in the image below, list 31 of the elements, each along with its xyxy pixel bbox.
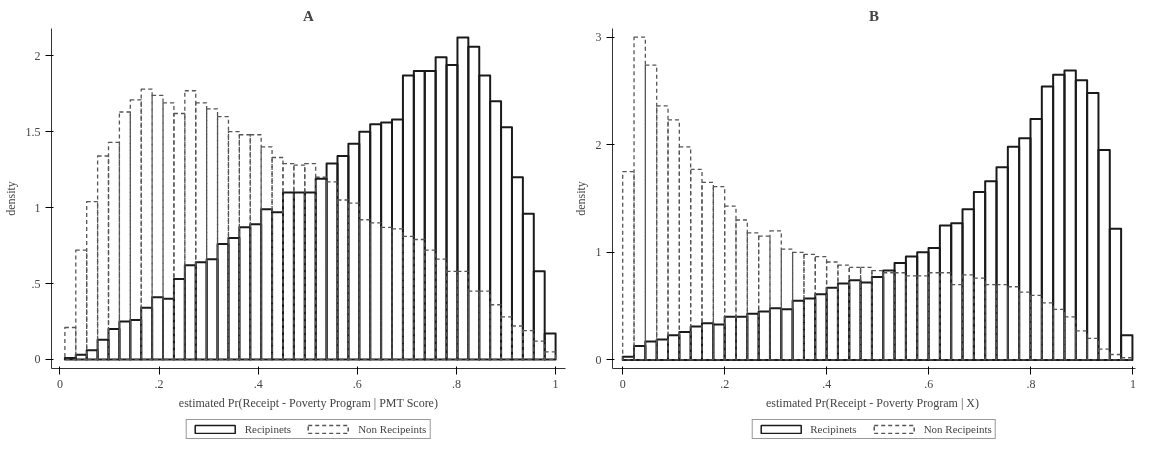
y-tick-label: 0 xyxy=(34,352,41,367)
x-tick-label: 0 xyxy=(56,376,63,391)
legend-label: Non Recipeints xyxy=(358,423,427,435)
x-tick-label: 0 xyxy=(619,376,626,391)
legend-label: Recipinets xyxy=(244,423,292,435)
x-tick-label: .4 xyxy=(822,376,832,391)
x-tick-label: .6 xyxy=(352,376,362,391)
y-tick-label: 2 xyxy=(34,48,41,63)
x-axis-title: estimated Pr(Receipt - Poverty Program | PMT Score) xyxy=(178,395,438,410)
x-tick-label: .4 xyxy=(253,376,263,391)
y-tick-label: 1 xyxy=(595,245,602,260)
x-tick-label: .2 xyxy=(154,376,164,391)
chart-title: B xyxy=(869,7,880,24)
legend-label: Recipinets xyxy=(810,423,857,435)
x-axis-title: estimated Pr(Receipt - Poverty Program | X) xyxy=(765,395,980,410)
y-axis-title: density xyxy=(573,181,588,216)
x-tick-label: 1 xyxy=(1129,376,1136,391)
y-axis-title: density xyxy=(3,181,18,216)
x-tick-label: 1 xyxy=(552,376,559,391)
chart-title: A xyxy=(303,7,315,24)
x-tick-label: .2 xyxy=(720,376,730,391)
y-tick-label: .5 xyxy=(31,276,41,291)
y-tick-label: 3 xyxy=(595,30,602,45)
y-tick-label: 1.5 xyxy=(25,124,41,139)
legend-label: Non Recipeints xyxy=(923,423,992,435)
y-tick-label: 0 xyxy=(595,352,602,367)
x-tick-label: .8 xyxy=(451,376,461,391)
y-tick-label: 1 xyxy=(34,200,41,215)
x-tick-label: .6 xyxy=(924,376,934,391)
x-tick-label: .8 xyxy=(1026,376,1036,391)
y-tick-label: 2 xyxy=(595,137,602,152)
